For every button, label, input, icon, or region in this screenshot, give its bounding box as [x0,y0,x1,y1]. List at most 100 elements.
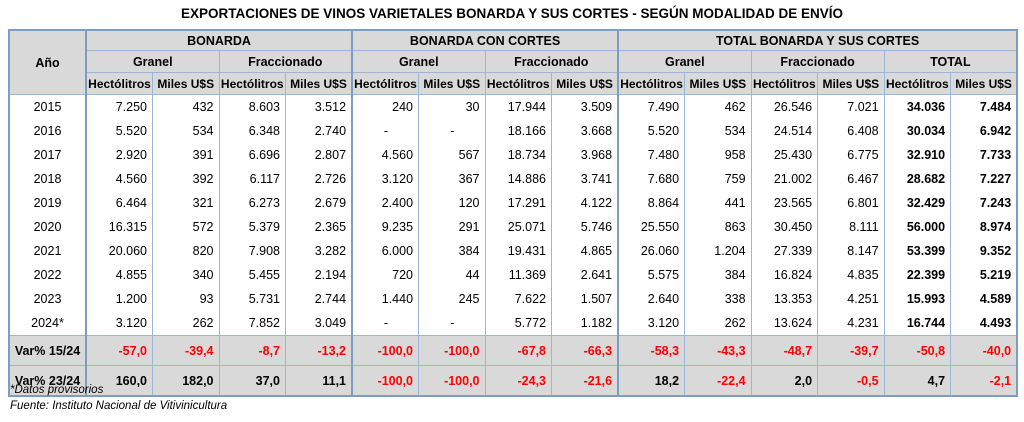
cell: 22.399 [883,263,951,287]
header-sub-fraccionado-2: Fraccionado [484,50,619,73]
table-row: 2020 16.315 572 5.379 2.365 9.235 291 25.071 5.7… [8,215,1018,239]
cell: 37,0 [218,365,286,396]
cell: 5.520 [85,119,153,143]
cell: 3.668 [551,119,619,143]
cell: -100,0 [418,335,486,366]
table-row: 2017 2.920 391 6.696 2.807 4.560 567 18.734 3.96… [8,143,1018,167]
cell: 391 [152,143,219,167]
cell: 9.352 [950,239,1018,263]
cell: 321 [152,191,219,215]
cell: 5.746 [551,215,619,239]
cell: 16.315 [85,215,153,239]
cell: 3.049 [285,311,353,336]
cell: 3.968 [551,143,619,167]
cell: 4.855 [85,263,153,287]
cell: 6.942 [950,119,1018,143]
cell: 7.480 [617,143,685,167]
header-unit-usd: Miles U$S [684,72,752,95]
header-unit-hl: Hectólitros [750,72,819,95]
cell: 367 [418,167,486,191]
cell: 8.974 [950,215,1018,239]
header-units-row: Hectólitros Miles U$S Hectólitros Miles … [9,72,1018,95]
header-unit-usd: Miles U$S [817,72,885,95]
cell: 3.741 [551,167,619,191]
cell: - [418,119,486,143]
cell: 4.560 [351,143,419,167]
cell: 1.507 [551,287,619,311]
header-unit-hl: Hectólitros [218,72,286,95]
cell: - [351,311,419,336]
header-unit-hl: Hectólitros [883,72,952,95]
row-label: 2019 [8,191,86,215]
cell: -100,0 [351,365,419,396]
cell: -0,5 [817,365,885,396]
cell: 6.696 [218,143,286,167]
cell: 7.243 [950,191,1018,215]
cell: 7.733 [950,143,1018,167]
cell: 182,0 [152,365,219,396]
cell: 338 [684,287,752,311]
cell: 820 [152,239,219,263]
cell: -39,4 [152,335,219,366]
header-unit-hl: Hectólitros [351,72,420,95]
cell: -2,1 [950,365,1018,396]
cell: - [351,119,419,143]
cell: 30 [418,94,486,119]
cell: -67,8 [484,335,552,366]
cell: 3.120 [85,311,153,336]
row-label: 2023 [8,287,86,311]
cell: 28.682 [883,167,951,191]
cell: 7.021 [817,94,885,119]
cell: 863 [684,215,752,239]
cell: 4,7 [883,365,951,396]
cell: 5.379 [218,215,286,239]
cell: 3.120 [351,167,419,191]
cell: 7.227 [950,167,1018,191]
cell: 2.400 [351,191,419,215]
header-unit-usd: Miles U$S [950,72,1018,95]
cell: 262 [684,311,752,336]
cell: 759 [684,167,752,191]
cell: 432 [152,94,219,119]
cell: -8,7 [218,335,286,366]
header-year: Año [8,29,87,95]
cell: 7.490 [617,94,685,119]
cell: 6.000 [351,239,419,263]
cell: 567 [418,143,486,167]
cell: 5.219 [950,263,1018,287]
cell: 6.801 [817,191,885,215]
cell: 8.111 [817,215,885,239]
cell: 6.467 [817,167,885,191]
cell: 13.624 [750,311,818,336]
cell: 2.740 [285,119,353,143]
cell: 5.455 [218,263,286,287]
row-label: 2016 [8,119,86,143]
cell: -100,0 [418,365,486,396]
cell: 23.565 [750,191,818,215]
table-row: 2021 20.060 820 7.908 3.282 6.000 384 19.431 4.8… [8,239,1018,263]
cell: 6.464 [85,191,153,215]
cell: 2.641 [551,263,619,287]
cell: 291 [418,215,486,239]
header-group-bonarda-con-cortes: BONARDA CON CORTES [351,29,619,51]
cell: -50,8 [883,335,951,366]
cell: 26.060 [617,239,685,263]
cell: 8.147 [817,239,885,263]
cell: -57,0 [85,335,153,366]
cell: 6.273 [218,191,286,215]
cell: 18.734 [484,143,552,167]
footnote-source: Fuente: Instituto Nacional de Vitivinicu… [10,400,228,412]
cell: 8.603 [218,94,286,119]
cell: 44 [418,263,486,287]
row-label: Var% 15/24 [8,335,86,366]
cell: 6.408 [817,119,885,143]
cell: 2.744 [285,287,353,311]
table-row: 2023 1.200 93 5.731 2.744 1.440 245 7.622 1.507 2… [8,287,1018,311]
header-unit-usd: Miles U$S [285,72,353,95]
row-label: 2022 [8,263,86,287]
cell: 4.251 [817,287,885,311]
cell: 572 [152,215,219,239]
header-unit-hl: Hectólitros [617,72,686,95]
row-label: 2015 [8,94,86,119]
cell: 245 [418,287,486,311]
